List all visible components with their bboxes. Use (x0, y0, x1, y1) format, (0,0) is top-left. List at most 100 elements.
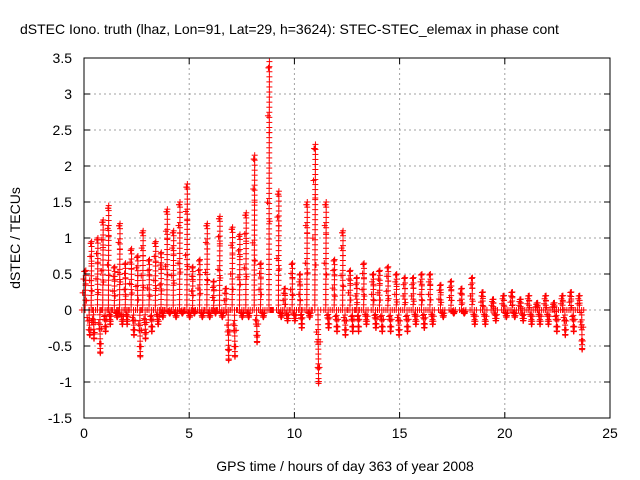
data-point (563, 317, 570, 324)
y-tick-label: -1.5 (48, 410, 72, 426)
data-point (243, 220, 250, 227)
y-tick-label: 3 (64, 86, 72, 102)
data-point (395, 317, 402, 324)
data-point (323, 209, 330, 216)
data-point (458, 290, 465, 297)
data-point (242, 281, 249, 288)
data-point (297, 286, 304, 293)
data-point (266, 180, 273, 187)
data-point (183, 286, 190, 293)
data-point (158, 286, 165, 293)
data-point (303, 301, 310, 308)
data-point (304, 224, 311, 231)
data-point (393, 271, 400, 277)
data-point (410, 285, 417, 292)
data-point (492, 312, 499, 319)
x-tick-label: 25 (602, 425, 618, 441)
data-point (176, 276, 183, 283)
data-point (117, 225, 124, 232)
data-point (265, 286, 272, 293)
data-point (275, 188, 282, 195)
data-point (393, 276, 400, 283)
data-point (204, 271, 211, 278)
data-point (312, 186, 319, 193)
data-point (570, 323, 577, 330)
data-point (94, 235, 101, 241)
data-point (312, 146, 319, 153)
data-point (480, 303, 487, 310)
data-point (116, 281, 123, 288)
data-point (543, 292, 550, 299)
data-point (158, 280, 165, 287)
data-point (266, 210, 273, 217)
data-point (196, 257, 203, 264)
data-point (437, 286, 444, 293)
data-point (266, 68, 273, 75)
data-point (360, 275, 367, 282)
data-point (469, 280, 476, 286)
data-point (231, 338, 238, 345)
data-point (303, 281, 310, 288)
data-point (253, 317, 260, 324)
data-point (225, 327, 232, 334)
data-point (553, 317, 560, 324)
data-point (146, 293, 153, 300)
data-point (331, 293, 338, 300)
data-point (163, 296, 170, 303)
data-point (97, 350, 104, 357)
data-point (322, 271, 329, 277)
data-point (561, 312, 568, 319)
data-point (253, 328, 260, 335)
data-point (176, 199, 183, 205)
data-point (427, 271, 434, 277)
data-point (94, 260, 101, 267)
data-point (312, 216, 319, 223)
data-point (242, 286, 249, 293)
data-point (94, 296, 101, 303)
data-point (479, 289, 486, 295)
data-point (266, 175, 273, 182)
data-point (322, 301, 329, 308)
data-point (265, 276, 272, 283)
data-point (421, 325, 428, 331)
data-point (128, 256, 135, 262)
data-point (303, 271, 310, 277)
data-point (134, 254, 141, 261)
data-point (296, 301, 303, 308)
data-point (312, 251, 319, 258)
data-point (242, 301, 249, 308)
data-point (236, 266, 243, 273)
data-point (437, 281, 444, 288)
data-point (229, 224, 236, 231)
data-point (395, 312, 402, 319)
data-point (291, 317, 298, 324)
data-point (331, 291, 338, 298)
data-point (562, 317, 569, 324)
data-point (94, 255, 101, 262)
data-point (509, 289, 516, 295)
data-point (176, 281, 183, 288)
data-point (159, 314, 166, 321)
data-point (266, 99, 273, 106)
data-point (128, 291, 135, 298)
data-point (375, 276, 382, 283)
data-point (469, 301, 476, 308)
y-tick-label: 2.5 (53, 122, 73, 138)
data-point (115, 239, 122, 246)
data-point (291, 312, 298, 319)
data-point (331, 257, 338, 264)
data-point (501, 303, 508, 310)
data-point (223, 285, 230, 292)
data-point (471, 321, 478, 328)
data-point (236, 236, 243, 243)
data-point (282, 290, 289, 297)
data-point (353, 285, 360, 292)
data-point (137, 348, 144, 355)
data-point (158, 249, 165, 256)
data-point (229, 270, 236, 277)
data-point (340, 227, 347, 234)
data-point (184, 246, 191, 253)
data-point (164, 256, 171, 263)
data-point (176, 229, 183, 236)
data-point (397, 317, 404, 324)
